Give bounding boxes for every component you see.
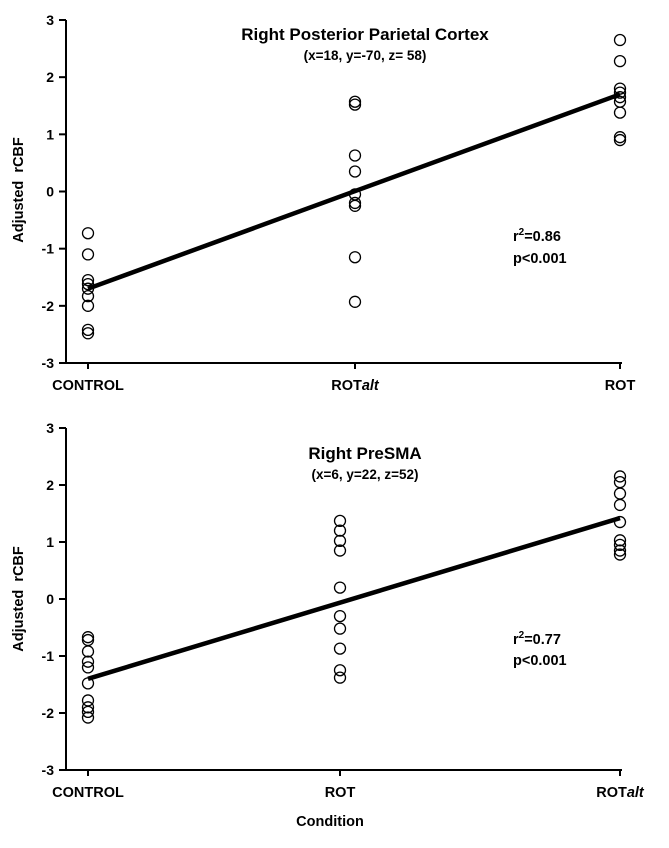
data-point [613,544,627,557]
y-tick-label: 3 [46,12,54,28]
x-tick-label: ROTalt [596,785,645,801]
x-tick-label-main: CONTROL [52,378,124,394]
data-point [81,645,95,658]
data-point [613,470,627,483]
data-point [613,82,627,95]
data-point [348,199,362,212]
x-tick-label-suffix: alt [627,785,645,801]
data-point [613,498,627,512]
data-point [613,548,627,561]
data-point [81,711,95,724]
data-point [81,299,95,312]
y-tick-label: -3 [42,762,55,778]
regression-line [87,515,621,681]
data-point [333,524,347,537]
x-tick-label: CONTROL [52,785,124,801]
data-point [333,609,347,623]
data-point [613,106,627,119]
data-point [333,581,347,594]
x-tick-label-main: ROT [331,378,362,394]
p-value-label: p<0.001 [513,251,567,267]
data-point [348,196,362,210]
data-point [81,282,95,295]
y-tick-label: -1 [42,648,55,664]
y-axis-label: Adjusted rCBF [11,137,27,243]
regression-line [87,92,621,291]
data-point [333,544,347,557]
x-axis-label: Condition [296,814,364,830]
data-point [81,701,95,714]
data-point [81,655,95,668]
data-point [81,323,95,336]
x-tick-label-main: ROT [605,378,636,394]
y-tick-label: 0 [46,591,54,607]
y-tick-label: 0 [46,184,54,200]
chart-title: Right Posterior Parietal Cortex [241,25,489,44]
data-point [81,677,95,690]
y-tick-label: -2 [42,705,55,721]
data-point [81,633,95,647]
y-tick-label: 1 [46,534,54,550]
r-squared-label: r2=0.86 [513,227,561,245]
data-point [81,227,95,240]
r-squared-label: r2=0.77 [513,630,561,648]
data-point [81,631,95,644]
y-tick-label: -3 [42,355,55,371]
data-point [81,289,95,303]
data-point [333,534,347,548]
y-tick-label: 2 [46,477,54,493]
data-point [613,33,627,47]
chart-title: Right PreSMA [308,444,421,463]
data-point [348,95,362,108]
x-tick-label-suffix: alt [362,378,380,394]
data-point [81,661,95,674]
data-point [348,251,362,264]
data-point [81,273,95,287]
data-point [613,86,627,99]
x-tick-label: CONTROL [52,378,124,394]
y-tick-label: 1 [46,126,54,142]
data-point [613,133,627,147]
x-tick-label: ROTalt [331,378,380,394]
y-tick-label: 3 [46,420,54,436]
data-point [81,705,95,719]
data-point [348,165,362,178]
y-tick-label: 2 [46,69,54,85]
data-point [333,642,347,655]
data-point [613,487,627,500]
data-point [613,515,627,529]
chart-subtitle: (x=6, y=22, z=52) [312,467,419,482]
data-point [613,131,627,144]
y-tick-label: -1 [42,241,55,257]
x-tick-label-main: ROT [596,785,627,801]
chart-subtitle: (x=18, y=-70, z= 58) [304,48,427,63]
x-tick-label: ROT [325,785,356,801]
data-point [348,98,362,111]
data-point [333,622,347,635]
x-tick-label-main: ROT [325,785,356,801]
y-tick-label: -2 [42,298,55,314]
data-point [81,327,95,340]
data-point [333,664,347,677]
data-point [333,514,347,528]
y-axis-label: Adjusted rCBF [11,546,27,652]
p-value-label: p<0.001 [513,653,567,669]
data-point [613,538,627,551]
data-point [348,149,362,162]
data-point [613,91,627,104]
data-point [333,671,347,684]
data-point [348,295,362,308]
data-point [81,248,95,261]
data-point [613,534,627,547]
x-tick-label-main: CONTROL [52,785,124,801]
data-point [613,55,627,68]
data-point [81,277,95,291]
x-tick-label: ROT [605,378,636,394]
